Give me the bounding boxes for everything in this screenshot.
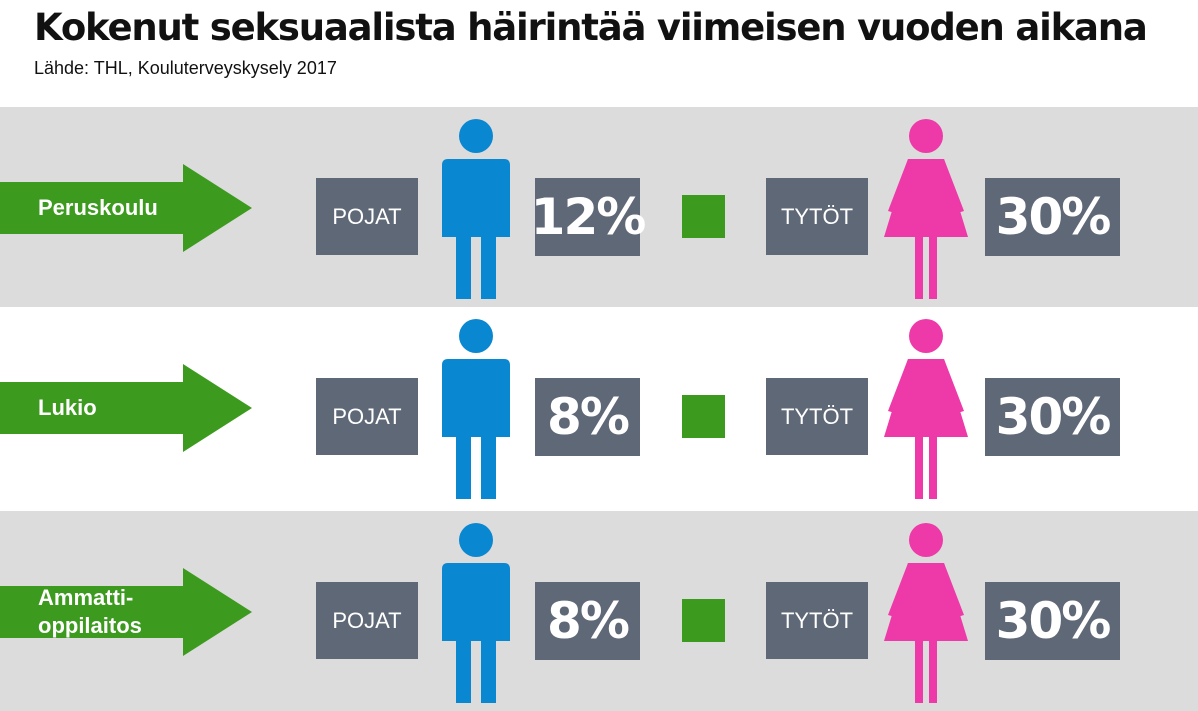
arrow-right-icon bbox=[0, 568, 252, 656]
male-person-icon bbox=[442, 119, 510, 299]
girls-percentage: 30% bbox=[985, 178, 1120, 256]
girls-label: TYTÖT bbox=[766, 178, 868, 255]
arrow-right-icon bbox=[0, 164, 252, 252]
female-person-icon bbox=[884, 523, 968, 703]
girls-percentage: 30% bbox=[985, 582, 1120, 660]
boys-percentage: 12% bbox=[531, 178, 646, 256]
category-label: Lukio bbox=[38, 395, 97, 420]
source-note: Lähde: THL, Kouluterveyskysely 2017 bbox=[34, 58, 337, 78]
category-label: Ammatti- oppilaitos bbox=[38, 585, 142, 638]
chart-title: Kokenut seksuaalista häirintää viimeisen… bbox=[34, 6, 1148, 49]
category-arrow: Peruskoulu bbox=[0, 164, 252, 252]
row-ammattioppilaitos: Ammatti- oppilaitos POJAT 8% TYTÖT 30% bbox=[0, 511, 1198, 711]
girls-label: TYTÖT bbox=[766, 582, 868, 659]
boys-label: POJAT bbox=[316, 582, 418, 659]
category-arrow: Lukio bbox=[0, 364, 252, 452]
category-label: Peruskoulu bbox=[38, 195, 158, 220]
separator-square bbox=[682, 599, 725, 642]
category-arrow: Ammatti- oppilaitos bbox=[0, 568, 252, 656]
girls-percentage: 30% bbox=[985, 378, 1120, 456]
female-person-icon bbox=[884, 319, 968, 499]
boys-label: POJAT bbox=[316, 378, 418, 455]
female-person-icon bbox=[884, 119, 968, 299]
boys-percentage: 8% bbox=[535, 378, 640, 456]
girls-label: TYTÖT bbox=[766, 378, 868, 455]
row-peruskoulu: Peruskoulu POJAT 12% TYTÖT 30% bbox=[0, 107, 1198, 307]
arrow-right-icon bbox=[0, 364, 252, 452]
row-lukio: Lukio POJAT 8% TYTÖT 30% bbox=[0, 307, 1198, 507]
boys-percentage: 8% bbox=[535, 582, 640, 660]
boys-label: POJAT bbox=[316, 178, 418, 255]
separator-square bbox=[682, 395, 725, 438]
male-person-icon bbox=[442, 319, 510, 499]
male-person-icon bbox=[442, 523, 510, 703]
separator-square bbox=[682, 195, 725, 238]
